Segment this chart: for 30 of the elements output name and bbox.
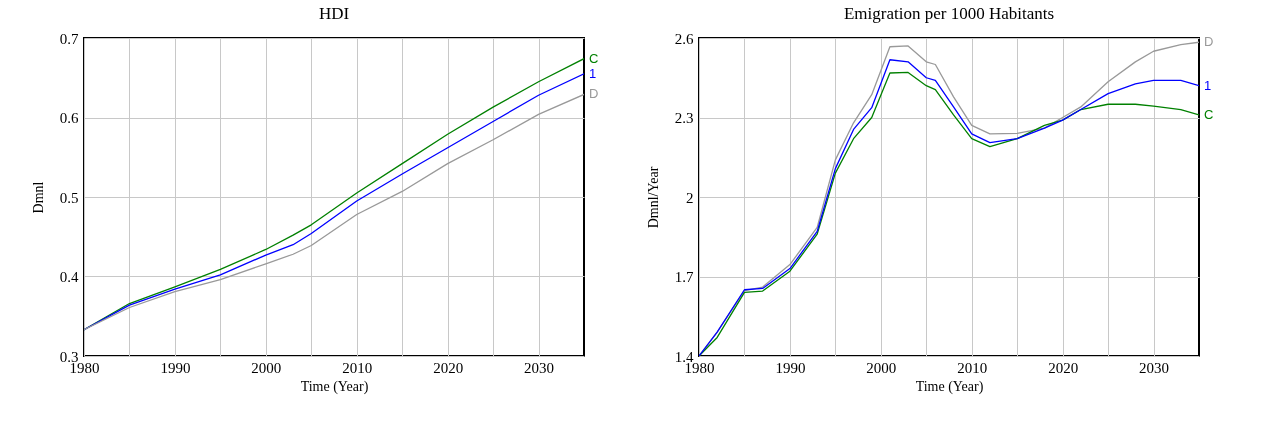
x-tick-label: 2030 xyxy=(524,359,555,376)
x-tick-label: 2010 xyxy=(342,359,373,376)
y-tick-label: 0.6 xyxy=(59,110,79,126)
x-tick-label: 2000 xyxy=(251,359,282,376)
y-tick-label: 2 xyxy=(686,189,694,206)
x-tick-label: 1990 xyxy=(775,359,806,376)
x-tick-label: 2000 xyxy=(866,359,897,376)
series-label: D xyxy=(589,86,599,102)
chart-title: Emigration per 1000 Habitants xyxy=(843,4,1055,23)
y-tick-label: 0.7 xyxy=(59,30,79,47)
x-axis-title: Time (Year) xyxy=(915,378,984,395)
x-tick-label: 2030 xyxy=(1139,359,1170,376)
x-tick-label: 1990 xyxy=(160,359,191,376)
chart-title: HDI xyxy=(318,4,350,23)
x-tick-label: 2010 xyxy=(957,359,988,376)
y-tick-label: 0.5 xyxy=(59,189,79,206)
x-tick-label: 2020 xyxy=(1048,359,1079,376)
y-tick-label: 0.4 xyxy=(59,269,79,285)
x-tick-label: 2020 xyxy=(433,359,464,376)
y-axis-title: Dmnl xyxy=(30,181,46,214)
y-tick-label: 2.3 xyxy=(674,110,694,126)
series-label: 1 xyxy=(1204,77,1212,93)
series-label: C xyxy=(589,50,599,66)
series-label: 1 xyxy=(589,65,597,81)
x-axis-title: Time (Year) xyxy=(300,378,369,395)
series-label: D xyxy=(1204,34,1214,50)
y-tick-label: 2.6 xyxy=(674,30,694,47)
y-axis-title: Dmnl/Year xyxy=(645,166,661,229)
series-label: C xyxy=(1204,106,1214,122)
y-tick-label: 1.7 xyxy=(674,269,694,285)
